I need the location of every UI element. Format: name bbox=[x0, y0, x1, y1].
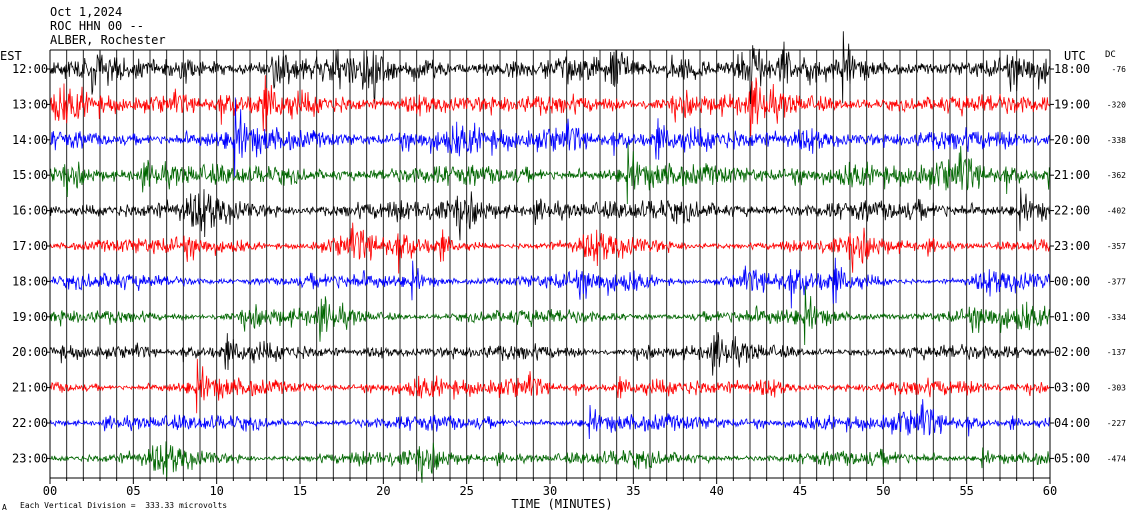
trace-row-10 bbox=[49, 399, 1051, 440]
trace-row-4 bbox=[49, 187, 1051, 241]
header-location: ALBER, Rochester bbox=[50, 33, 166, 47]
dc-value-label: -402 bbox=[1107, 207, 1126, 216]
x-tick-label: 60 bbox=[1043, 484, 1057, 498]
footer-mark: A bbox=[2, 503, 7, 512]
dc-value-label: -474 bbox=[1107, 454, 1126, 463]
trace-row-1 bbox=[49, 75, 1051, 137]
x-tick-label: 05 bbox=[126, 484, 140, 498]
utc-time-label: 03:00 bbox=[1054, 381, 1090, 395]
plot-frame bbox=[46, 49, 1054, 484]
est-time-label: 14:00 bbox=[12, 133, 48, 147]
utc-time-label: 05:00 bbox=[1054, 451, 1090, 465]
left-axis-label: EST bbox=[0, 49, 22, 63]
axis-labels: 00 05 10 15 20 25 30 35 40 45 50 55 60 TIME (MINUTES)… bbox=[0, 49, 1126, 511]
seismic-traces bbox=[49, 31, 1051, 483]
dc-value-label: -227 bbox=[1107, 419, 1126, 428]
est-time-label: 21:00 bbox=[12, 381, 48, 395]
dc-value-label: -76 bbox=[1112, 65, 1127, 74]
est-time-label: 20:00 bbox=[12, 345, 48, 359]
est-time-label: 19:00 bbox=[12, 310, 48, 324]
dc-value-label: -320 bbox=[1107, 100, 1126, 109]
est-time-label: 12:00 bbox=[12, 62, 48, 76]
utc-time-label: 01:00 bbox=[1054, 310, 1090, 324]
x-tick-label: 25 bbox=[459, 484, 473, 498]
dc-value-label: -362 bbox=[1107, 171, 1126, 180]
x-tick-label: 00 bbox=[43, 484, 57, 498]
utc-time-label: 20:00 bbox=[1054, 133, 1090, 147]
trace-row-2 bbox=[49, 97, 1051, 178]
est-time-label: 16:00 bbox=[12, 204, 48, 218]
utc-time-label: 22:00 bbox=[1054, 204, 1090, 218]
x-tick-label: 30 bbox=[543, 484, 557, 498]
x-tick-label: 40 bbox=[709, 484, 723, 498]
footer-scale-text: Each Vertical Division = 333.33 microvol… bbox=[20, 501, 228, 510]
est-time-label: 22:00 bbox=[12, 416, 48, 430]
utc-time-label: 02:00 bbox=[1054, 345, 1090, 359]
utc-time-label: 23:00 bbox=[1054, 239, 1090, 253]
x-tick-label: 20 bbox=[376, 484, 390, 498]
trace-row-3 bbox=[49, 142, 1051, 205]
header-date: Oct 1,2024 bbox=[50, 5, 123, 19]
trace-row-9 bbox=[49, 358, 1051, 414]
utc-time-label: 04:00 bbox=[1054, 416, 1090, 430]
right-axis-label: UTC bbox=[1064, 49, 1086, 63]
x-tick-label: 35 bbox=[626, 484, 640, 498]
utc-time-label: 19:00 bbox=[1054, 97, 1090, 111]
trace-row-0 bbox=[49, 31, 1051, 105]
trace-row-5 bbox=[49, 222, 1051, 274]
est-time-label: 23:00 bbox=[12, 451, 48, 465]
trace-row-7 bbox=[49, 285, 1051, 346]
x-tick-label: 15 bbox=[293, 484, 307, 498]
x-tick-label: 10 bbox=[209, 484, 223, 498]
trace-row-6 bbox=[49, 257, 1051, 309]
est-time-label: 13:00 bbox=[12, 97, 48, 111]
est-time-label: 15:00 bbox=[12, 168, 48, 182]
header-station: ROC HHN 00 -- bbox=[50, 19, 144, 33]
x-tick-label: 55 bbox=[959, 484, 973, 498]
minute-grid bbox=[49, 50, 1051, 478]
trace-row-8 bbox=[49, 332, 1051, 376]
dc-value-label: -334 bbox=[1107, 313, 1126, 322]
dc-value-label: -137 bbox=[1107, 348, 1126, 357]
est-time-label: 18:00 bbox=[12, 274, 48, 288]
dc-value-label: -303 bbox=[1107, 384, 1126, 393]
dc-value-label: -377 bbox=[1107, 277, 1126, 286]
trace-row-11 bbox=[49, 441, 1051, 483]
utc-time-label: 00:00 bbox=[1054, 274, 1090, 288]
dc-value-label: -338 bbox=[1107, 136, 1126, 145]
utc-time-label: 21:00 bbox=[1054, 168, 1090, 182]
x-tick-label: 50 bbox=[876, 484, 890, 498]
utc-time-label: 18:00 bbox=[1054, 62, 1090, 76]
x-tick-label: 45 bbox=[793, 484, 807, 498]
x-axis-label: TIME (MINUTES) bbox=[511, 497, 612, 511]
dc-label: DC bbox=[1105, 50, 1116, 60]
est-time-label: 17:00 bbox=[12, 239, 48, 253]
dc-value-label: -357 bbox=[1107, 242, 1126, 251]
